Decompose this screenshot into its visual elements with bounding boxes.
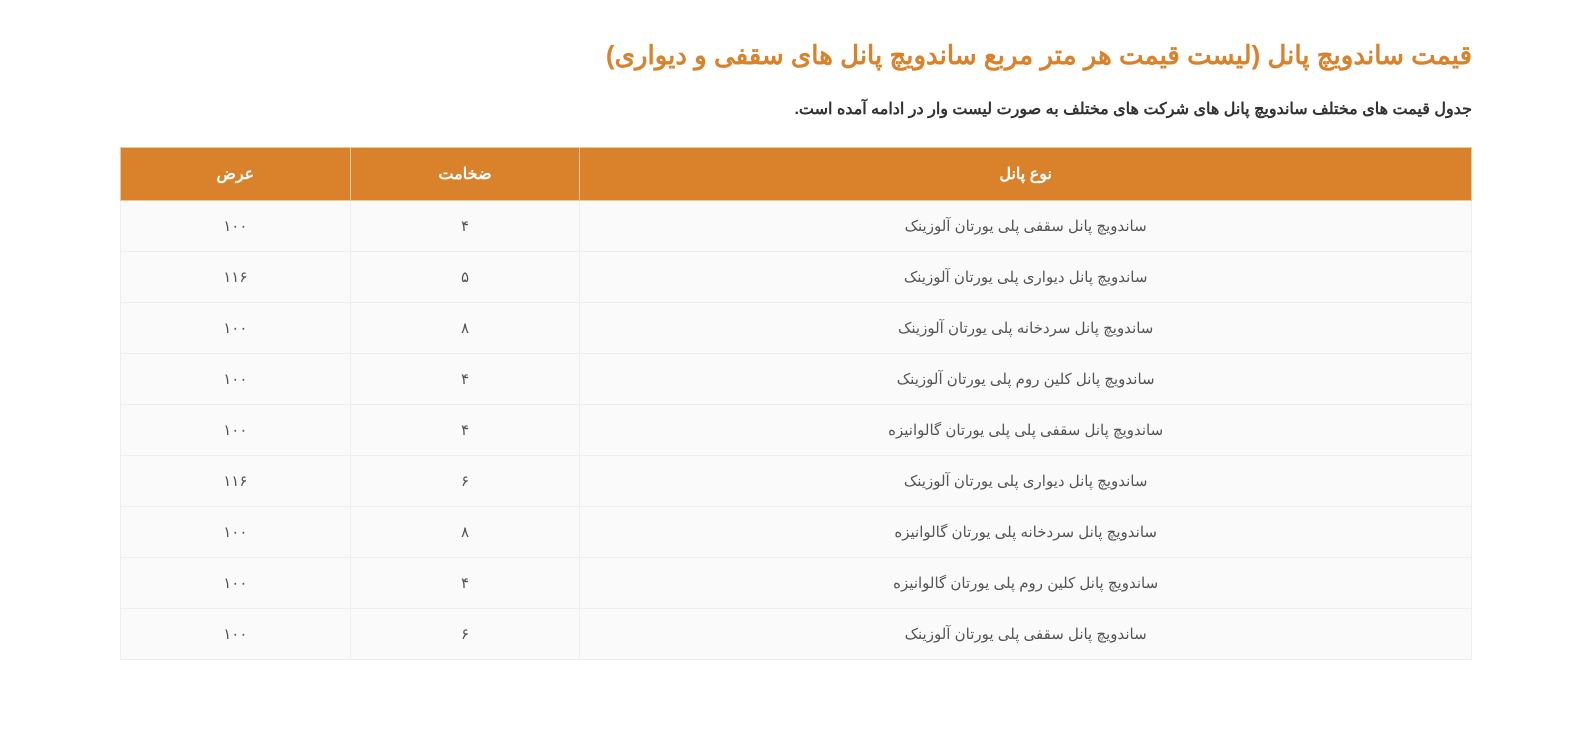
cell-width: ۱۰۰ — [121, 507, 351, 558]
table-row: ساندویچ پانل دیواری پلی یورتان آلوزینک۵۱… — [121, 252, 1472, 303]
cell-width: ۱۰۰ — [121, 303, 351, 354]
table-row: ساندویچ پانل سقفی پلی یورتان آلوزینک۶۱۰۰ — [121, 609, 1472, 660]
cell-type: ساندویچ پانل سقفی پلی یورتان آلوزینک — [580, 609, 1472, 660]
cell-width: ۱۰۰ — [121, 354, 351, 405]
cell-width: ۱۰۰ — [121, 201, 351, 252]
table-row: ساندویچ پانل سقفی پلی یورتان آلوزینک۴۱۰۰ — [121, 201, 1472, 252]
col-header-type: نوع پانل — [580, 148, 1472, 201]
cell-type: ساندویچ پانل سقفی پلی پلی یورتان گالوانی… — [580, 405, 1472, 456]
cell-thickness: ۶ — [350, 456, 580, 507]
table-row: ساندویچ پانل دیواری پلی یورتان آلوزینک۶۱… — [121, 456, 1472, 507]
cell-type: ساندویچ پانل کلین روم پلی یورتان گالوانی… — [580, 558, 1472, 609]
cell-thickness: ۴ — [350, 558, 580, 609]
table-row: ساندویچ پانل کلین روم پلی یورتان آلوزینک… — [121, 354, 1472, 405]
table-row: ساندویچ پانل سردخانه پلی یورتان گالوانیز… — [121, 507, 1472, 558]
cell-width: ۱۱۶ — [121, 252, 351, 303]
cell-thickness: ۴ — [350, 354, 580, 405]
table-row: ساندویچ پانل سقفی پلی پلی یورتان گالوانی… — [121, 405, 1472, 456]
cell-type: ساندویچ پانل سردخانه پلی یورتان گالوانیز… — [580, 507, 1472, 558]
intro-paragraph: جدول قیمت های مختلف ساندویچ پانل های شرک… — [120, 99, 1472, 119]
cell-type: ساندویچ پانل کلین روم پلی یورتان آلوزینک — [580, 354, 1472, 405]
table-row: ساندویچ پانل کلین روم پلی یورتان گالوانی… — [121, 558, 1472, 609]
page-title: قیمت ساندویچ پانل (لیست قیمت هر متر مربع… — [120, 40, 1472, 71]
cell-type: ساندویچ پانل دیواری پلی یورتان آلوزینک — [580, 252, 1472, 303]
table-header-row: نوع پانل ضخامت عرض — [121, 148, 1472, 201]
cell-thickness: ۵ — [350, 252, 580, 303]
cell-type: ساندویچ پانل دیواری پلی یورتان آلوزینک — [580, 456, 1472, 507]
cell-type: ساندویچ پانل سقفی پلی یورتان آلوزینک — [580, 201, 1472, 252]
cell-thickness: ۸ — [350, 303, 580, 354]
col-header-width: عرض — [121, 148, 351, 201]
price-table: نوع پانل ضخامت عرض ساندویچ پانل سقفی پلی… — [120, 147, 1472, 660]
cell-type: ساندویچ پانل سردخانه پلی یورتان آلوزینک — [580, 303, 1472, 354]
col-header-thickness: ضخامت — [350, 148, 580, 201]
cell-width: ۱۰۰ — [121, 609, 351, 660]
table-row: ساندویچ پانل سردخانه پلی یورتان آلوزینک۸… — [121, 303, 1472, 354]
cell-thickness: ۴ — [350, 201, 580, 252]
cell-thickness: ۸ — [350, 507, 580, 558]
cell-width: ۱۰۰ — [121, 558, 351, 609]
cell-width: ۱۱۶ — [121, 456, 351, 507]
cell-thickness: ۶ — [350, 609, 580, 660]
cell-width: ۱۰۰ — [121, 405, 351, 456]
cell-thickness: ۴ — [350, 405, 580, 456]
